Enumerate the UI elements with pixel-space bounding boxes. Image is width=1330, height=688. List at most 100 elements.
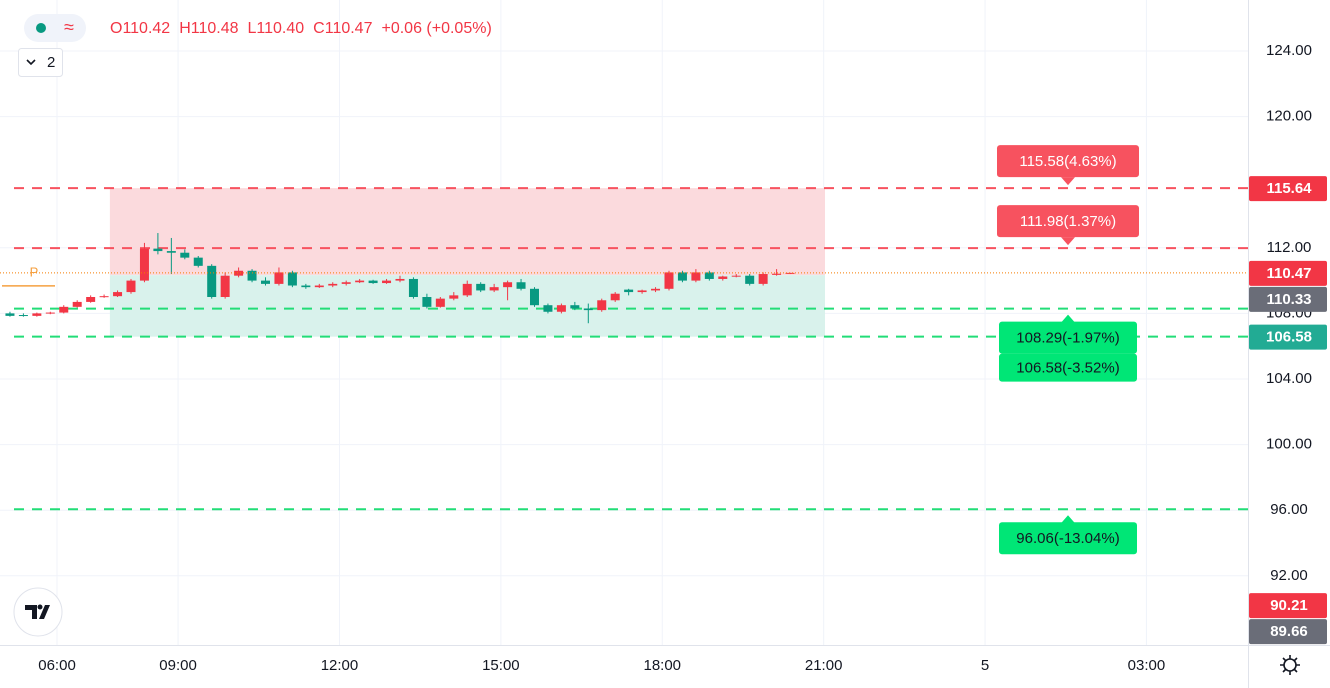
level-label: 96.06(-13.04%) (1016, 530, 1119, 547)
marker-label: P (30, 264, 39, 279)
candle-body (704, 272, 714, 279)
candle-body (664, 272, 674, 289)
candle-body (193, 257, 203, 266)
level-label: 106.58(-3.52%) (1016, 360, 1119, 377)
ohlc-legend: O110.42 H110.48 L110.40 C110.47 +0.06 (+0.05… (110, 20, 492, 37)
ohlc-item: O110.42 (110, 20, 170, 37)
candle-body (113, 292, 123, 297)
candle-body (785, 272, 795, 274)
bubble-arrow (1061, 237, 1075, 246)
x-tick-label: 18:00 (643, 657, 681, 674)
ohlc-item: +0.06 (+0.05%) (381, 20, 491, 37)
x-tick-label: 21:00 (805, 657, 843, 674)
candle-body (758, 274, 768, 284)
ohlc-item: H110.48 (179, 20, 238, 37)
candle-body (139, 248, 149, 281)
candle-body (341, 282, 351, 284)
logo-dot (37, 604, 43, 610)
y-tick-label: 104.00 (1266, 370, 1312, 387)
candle-body (166, 251, 176, 253)
level-bubble (997, 205, 1139, 238)
candle-body (731, 275, 741, 277)
candle-body (355, 280, 365, 283)
x-tick-label: 12:00 (321, 657, 359, 674)
candle-body (301, 285, 311, 288)
zone (109, 188, 826, 276)
price-tag (1249, 593, 1327, 619)
y-tick-label: 96.00 (1270, 501, 1308, 518)
candle-body (529, 288, 539, 306)
level-bubble (999, 522, 1137, 555)
ohlc-item: L110.40 (248, 20, 305, 37)
candle-body (408, 278, 418, 297)
candle-body (153, 248, 163, 252)
candle-body (207, 265, 217, 297)
candle-body (570, 305, 580, 309)
candle-body (503, 282, 513, 288)
candle-body (583, 308, 593, 311)
status-dot (36, 23, 46, 33)
candle-body (126, 280, 136, 293)
gear-teeth (1280, 655, 1300, 675)
x-tick-label: 5 (981, 657, 989, 674)
y-tick-label: 92.00 (1270, 567, 1308, 584)
y-tick-label: 112.00 (1267, 239, 1312, 256)
candle-body (449, 295, 459, 299)
levels (14, 187, 1248, 511)
candle-body (382, 280, 392, 284)
price-tag-label: 90.21 (1270, 597, 1308, 614)
candle-body (718, 276, 728, 279)
candle-body (476, 283, 486, 291)
y-tick-label: 120.00 (1266, 108, 1312, 125)
price-tag (1249, 176, 1327, 202)
price-tag-label: 106.58 (1266, 329, 1312, 346)
chevron-icon (26, 59, 36, 66)
price-tag (1249, 286, 1327, 312)
candle-body (597, 300, 607, 311)
level-label: 111.98(1.37%) (1020, 213, 1116, 230)
candle-body (32, 313, 42, 316)
candle-body (220, 275, 230, 297)
candle-body (260, 280, 270, 284)
price-tag-label: 110.47 (1266, 265, 1311, 282)
candle-body (422, 296, 432, 307)
zones (109, 188, 826, 337)
candle-body (234, 270, 244, 276)
candle-body (651, 288, 661, 291)
axes: 92.0096.00100.00104.00108.00112.00120.00… (38, 42, 1327, 674)
pane-count: 2 (47, 54, 55, 71)
candle-body (691, 272, 701, 281)
ohlc-item: C110.47 (313, 20, 372, 37)
logo-mark (25, 605, 50, 619)
candle-body (556, 305, 566, 312)
candle-body (86, 296, 96, 302)
candle-body (247, 270, 257, 281)
x-tick-label: 09:00 (159, 657, 197, 674)
candle-body (180, 252, 190, 258)
x-tick-label: 03:00 (1128, 657, 1166, 674)
y-tick-label: 100.00 (1266, 436, 1312, 453)
candle-body (59, 306, 69, 313)
level-label: 115.58(4.63%) (1019, 153, 1116, 170)
pane-toggle[interactable] (18, 48, 63, 77)
candle-body (45, 312, 55, 314)
candle-body (5, 313, 15, 316)
settings-button[interactable] (1280, 655, 1300, 675)
status-icon: ≈ (64, 17, 74, 37)
candle-body (314, 285, 324, 288)
price-tag (1249, 324, 1327, 350)
candle-body (624, 289, 634, 293)
overlay: P 115.58(4.63%) 111.98(1.37%) 108.29(-1.97%… (0, 145, 1248, 555)
bubble-arrow (1061, 177, 1075, 186)
x-tick-label: 15:00 (482, 657, 520, 674)
price-tag-label: 89.66 (1270, 623, 1308, 640)
price-tag-label: 110.33 (1266, 291, 1311, 308)
candle-body (677, 272, 687, 281)
status-pill[interactable] (24, 14, 86, 42)
x-tick-label: 06:00 (38, 657, 76, 674)
candle-body (368, 280, 378, 284)
logo[interactable] (13, 587, 63, 637)
candle-body (287, 272, 297, 286)
